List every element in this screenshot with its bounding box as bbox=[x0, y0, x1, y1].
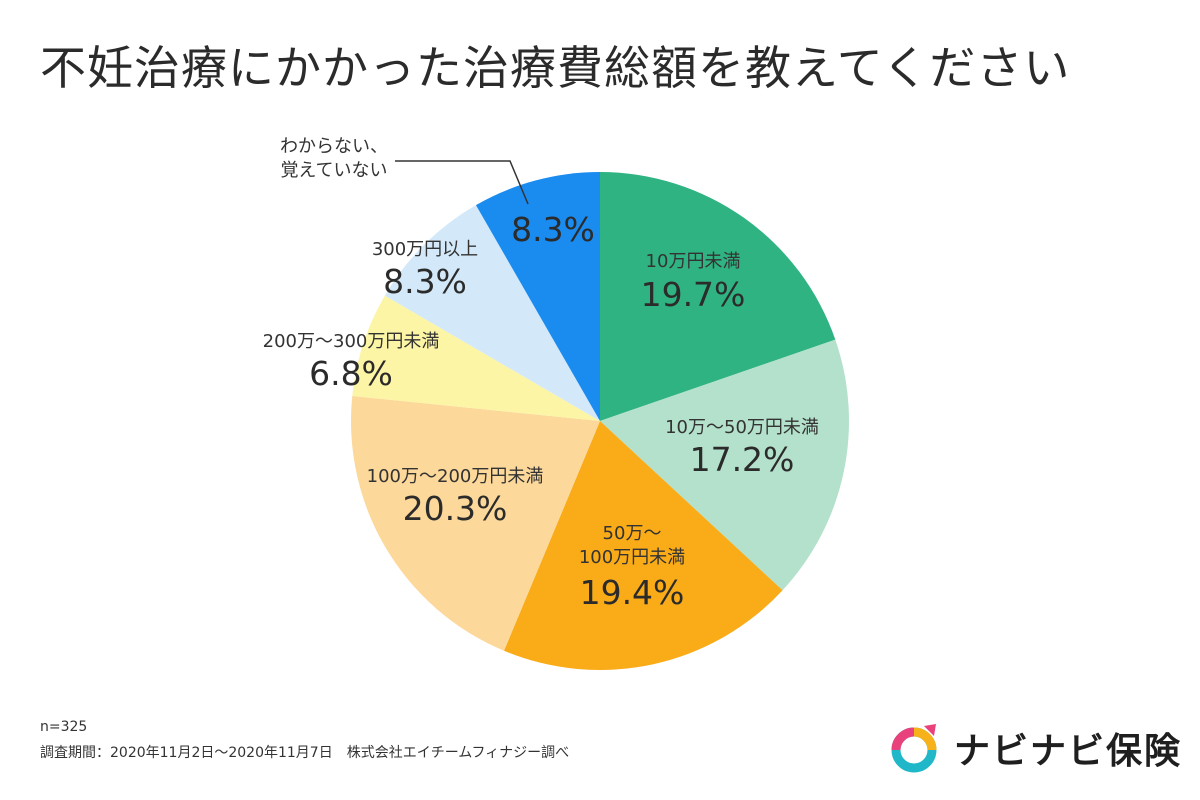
footer: n=325 調査期間：2020年11月2日～2020年11月7日 株式会社エイチ… bbox=[40, 714, 569, 766]
slice-label: 覚えていない bbox=[280, 160, 387, 181]
brand-logo: ナビナビ保険 bbox=[888, 722, 1182, 774]
slice-label: 10万円未満 bbox=[646, 251, 741, 272]
slice-value-label: 20.3% bbox=[403, 489, 508, 528]
pie-slice bbox=[503, 421, 783, 670]
slice-value-label: 6.8% bbox=[309, 354, 393, 393]
slice-value-label: 17.2% bbox=[690, 440, 795, 479]
slice-value-label: 8.3% bbox=[383, 262, 467, 301]
pie-slice bbox=[600, 172, 836, 421]
pie-slice bbox=[600, 339, 849, 591]
slice-label: 10万～50万円未満 bbox=[665, 417, 819, 438]
slice-label: わからない、 bbox=[280, 136, 388, 157]
pie-slice bbox=[351, 396, 600, 651]
slice-label: 100万～200万円未満 bbox=[367, 466, 544, 487]
pie-slice bbox=[352, 295, 600, 421]
slice-label: 200万～300万円未満 bbox=[263, 331, 440, 352]
slice-label: 50万～ bbox=[603, 523, 662, 544]
slice-value-label: 8.3% bbox=[511, 210, 595, 249]
pie-slice bbox=[475, 172, 600, 421]
slice-label: 100万円未満 bbox=[579, 547, 685, 568]
logo-text: ナビナビ保険 bbox=[954, 731, 1183, 772]
slice-value-label: 19.4% bbox=[580, 573, 685, 612]
chart-title: 不妊治療にかかった治療費総額を教えてください bbox=[40, 41, 1071, 95]
slice-label: 300万円以上 bbox=[372, 239, 478, 260]
leader-line bbox=[395, 160, 529, 205]
survey-period: 調査期間：2020年11月2日～2020年11月7日 株式会社エイチームフィナジ… bbox=[40, 745, 570, 761]
sample-size: n=325 bbox=[40, 719, 88, 735]
pie-slice bbox=[384, 205, 600, 421]
logo-ring-icon bbox=[891, 724, 937, 773]
slice-value-label: 19.7% bbox=[641, 275, 746, 314]
